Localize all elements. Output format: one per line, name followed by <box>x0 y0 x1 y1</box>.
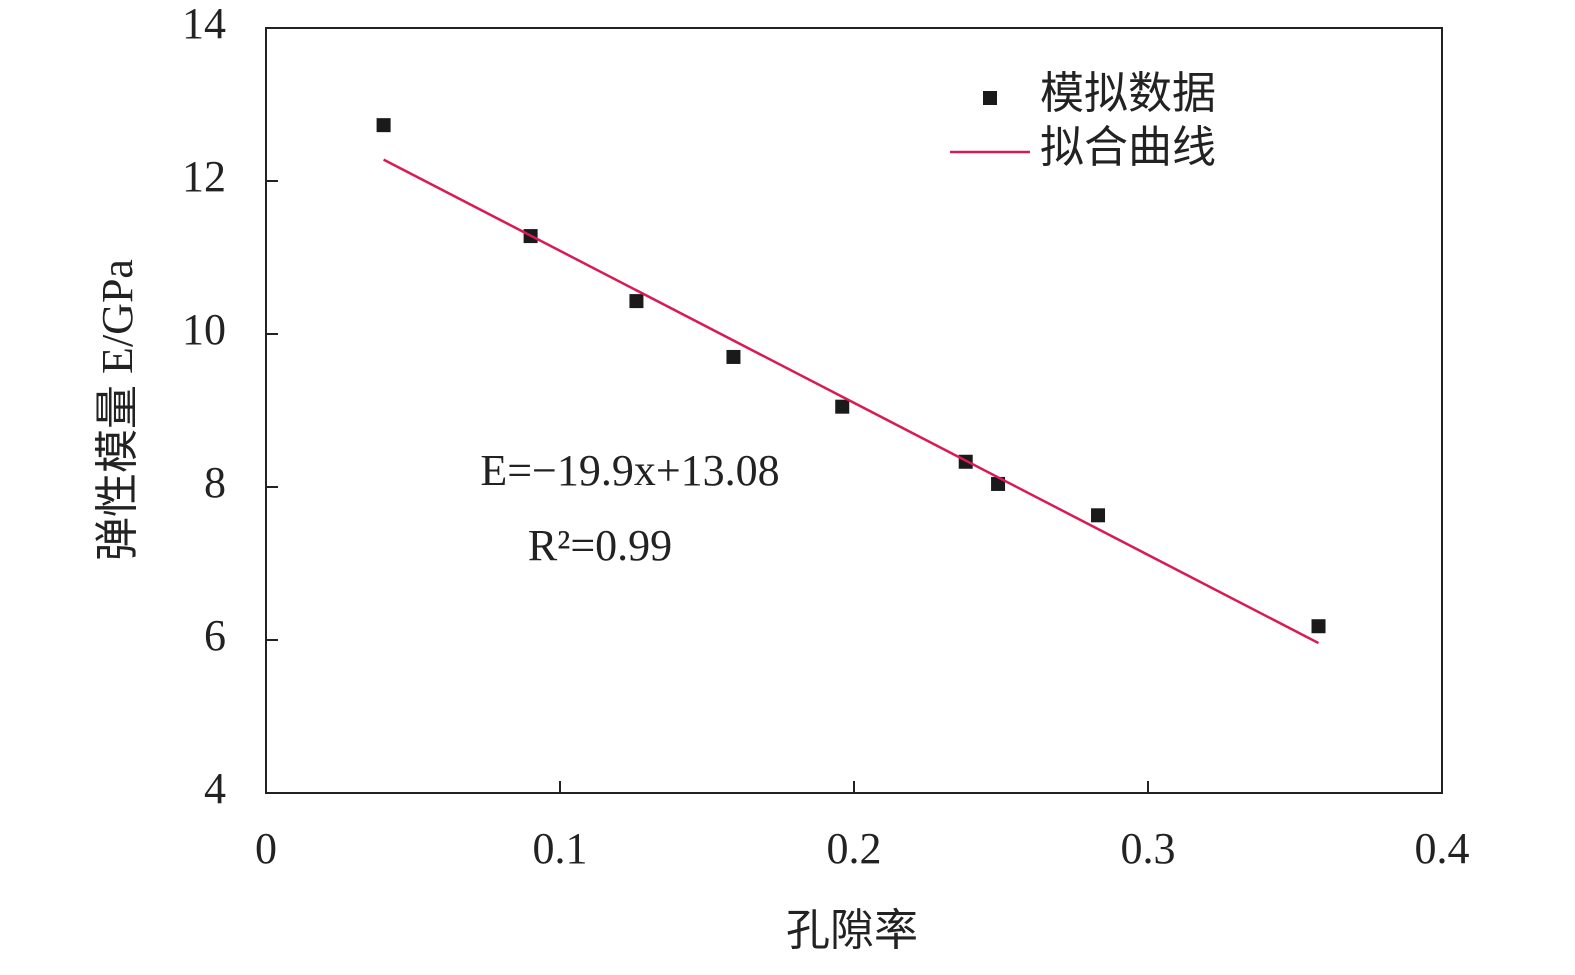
data-point <box>726 349 741 364</box>
data-point <box>1311 619 1326 634</box>
data-point <box>629 294 644 309</box>
annotation: R²=0.99 <box>528 521 672 570</box>
x-axis-label: 孔隙率 <box>786 906 918 955</box>
plot-frame <box>265 27 1443 794</box>
x-tick-label: 0.4 <box>1415 824 1470 873</box>
y-tick-label: 10 <box>182 305 226 354</box>
y-tick-label: 6 <box>204 611 226 660</box>
x-tick-label: 0.3 <box>1121 824 1176 873</box>
annotation: E=−19.9x+13.08 <box>480 446 779 495</box>
legend-marker <box>983 91 997 105</box>
legend-label: 拟合曲线 <box>1040 123 1216 172</box>
data-point <box>1091 508 1106 523</box>
y-tick-label: 14 <box>182 0 226 48</box>
data-point <box>376 118 391 133</box>
x-tick-label: 0.2 <box>827 824 882 873</box>
legend-label: 模拟数据 <box>1040 69 1216 118</box>
x-tick-label: 0 <box>255 824 277 873</box>
y-tick-label: 8 <box>204 458 226 507</box>
y-tick-label: 4 <box>204 764 226 813</box>
data-point <box>835 399 850 414</box>
fit-line <box>383 158 1320 645</box>
y-tick-label: 12 <box>182 152 226 201</box>
x-tick-label: 0.1 <box>533 824 588 873</box>
y-axis-label: 弹性模量 E/GPa <box>93 259 142 561</box>
